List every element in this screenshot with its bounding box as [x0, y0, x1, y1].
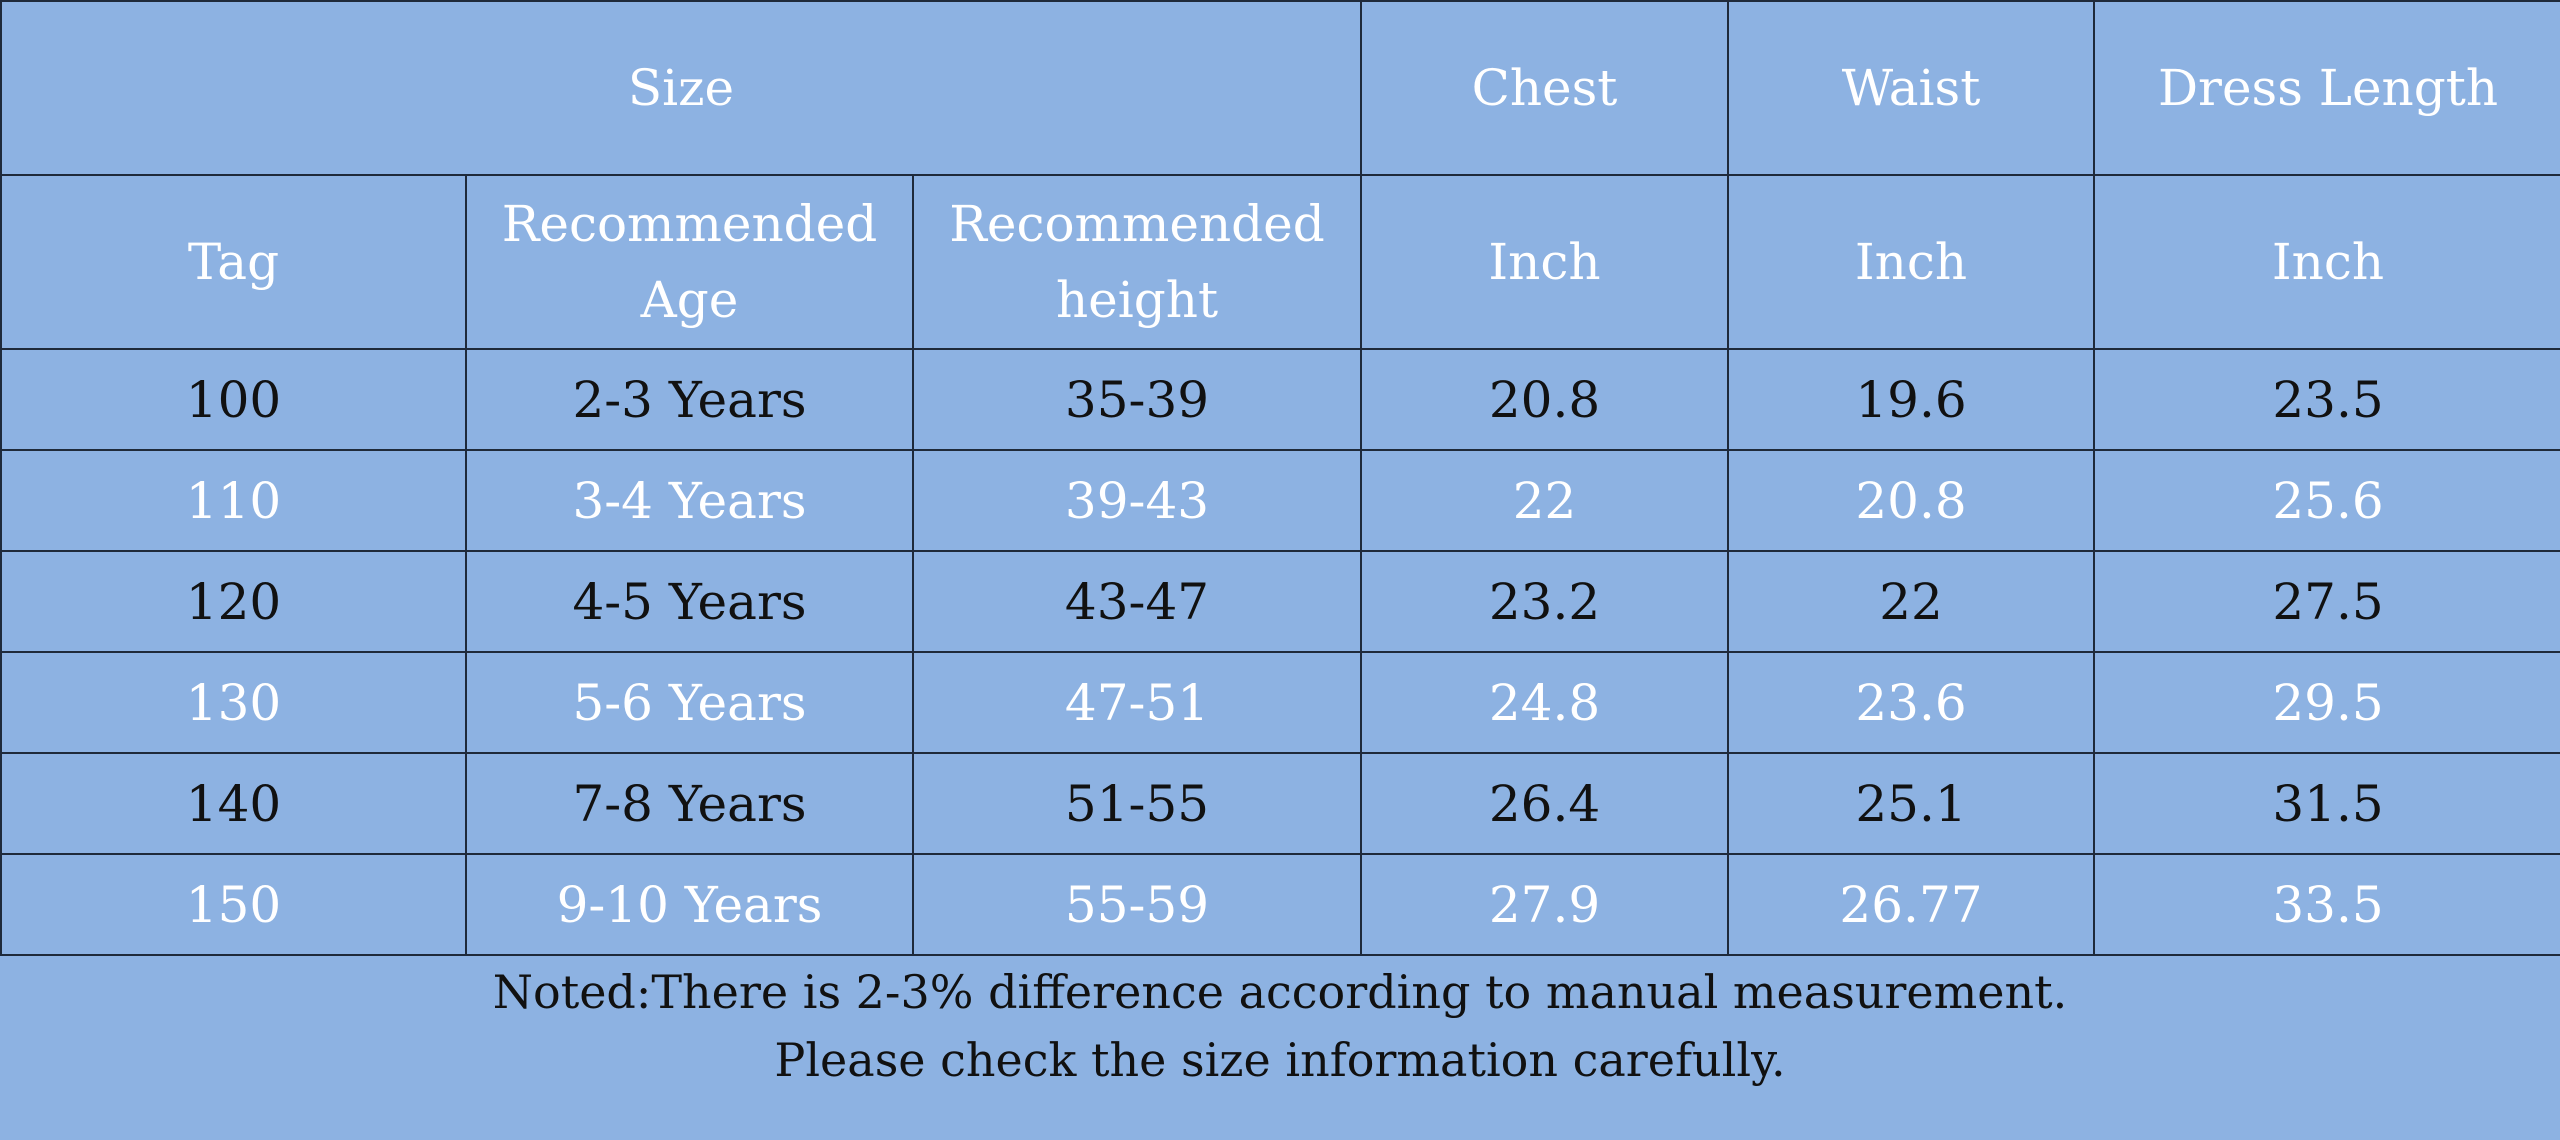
cell-waist: 19.6	[1727, 348, 2095, 451]
header-tag: Tag	[0, 174, 467, 350]
note-line-2: Please check the size information carefu…	[774, 1033, 1786, 1087]
table-row: 130 5-6 Years 47-51 24.8 23.6 29.5	[0, 651, 2560, 754]
cell-height: 39-43	[912, 449, 1362, 552]
header-chest: Chest	[1360, 0, 1729, 176]
cell-tag: 150	[0, 853, 467, 956]
cell-chest: 24.8	[1360, 651, 1729, 754]
header-recommended-height: Recommended height	[912, 174, 1362, 350]
cell-chest: 23.2	[1360, 550, 1729, 653]
cell-age: 4-5 Years	[465, 550, 914, 653]
cell-waist: 23.6	[1727, 651, 2095, 754]
cell-height: 51-55	[912, 752, 1362, 855]
measurement-note: Noted:There is 2-3% difference according…	[0, 958, 2560, 1094]
cell-dress-length: 29.5	[2093, 651, 2560, 754]
cell-age: 5-6 Years	[465, 651, 914, 754]
header-unit-waist: Inch	[1727, 174, 2095, 350]
cell-tag: 100	[0, 348, 467, 451]
header-recommended-age: Recommended Age	[465, 174, 914, 350]
header-row-sub: Tag Recommended Age Recommended height I…	[0, 174, 2560, 350]
size-table: Size Chest Waist Dress Length Tag Recomm…	[0, 0, 2560, 956]
cell-chest: 26.4	[1360, 752, 1729, 855]
cell-dress-length: 25.6	[2093, 449, 2560, 552]
table-row: 100 2-3 Years 35-39 20.8 19.6 23.5	[0, 348, 2560, 451]
header-row-main: Size Chest Waist Dress Length	[0, 0, 2560, 176]
cell-chest: 27.9	[1360, 853, 1729, 956]
cell-height: 55-59	[912, 853, 1362, 956]
header-waist: Waist	[1727, 0, 2095, 176]
header-dress-length: Dress Length	[2093, 0, 2560, 176]
cell-chest: 20.8	[1360, 348, 1729, 451]
cell-age: 7-8 Years	[465, 752, 914, 855]
cell-dress-length: 23.5	[2093, 348, 2560, 451]
cell-dress-length: 31.5	[2093, 752, 2560, 855]
cell-age: 3-4 Years	[465, 449, 914, 552]
cell-waist: 22	[1727, 550, 2095, 653]
table-row: 110 3-4 Years 39-43 22 20.8 25.6	[0, 449, 2560, 552]
size-table-body: Size Chest Waist Dress Length Tag Recomm…	[0, 0, 2560, 956]
header-unit-chest: Inch	[1360, 174, 1729, 350]
cell-dress-length: 27.5	[2093, 550, 2560, 653]
table-row: 140 7-8 Years 51-55 26.4 25.1 31.5	[0, 752, 2560, 855]
note-line-1: Noted:There is 2-3% difference according…	[492, 965, 2068, 1019]
cell-tag: 130	[0, 651, 467, 754]
table-row: 120 4-5 Years 43-47 23.2 22 27.5	[0, 550, 2560, 653]
cell-dress-length: 33.5	[2093, 853, 2560, 956]
cell-tag: 110	[0, 449, 467, 552]
header-size: Size	[0, 0, 1362, 176]
cell-age: 9-10 Years	[465, 853, 914, 956]
cell-waist: 20.8	[1727, 449, 2095, 552]
cell-waist: 26.77	[1727, 853, 2095, 956]
cell-tag: 140	[0, 752, 467, 855]
header-unit-dress-length: Inch	[2093, 174, 2560, 350]
cell-height: 43-47	[912, 550, 1362, 653]
cell-waist: 25.1	[1727, 752, 2095, 855]
cell-chest: 22	[1360, 449, 1729, 552]
table-row: 150 9-10 Years 55-59 27.9 26.77 33.5	[0, 853, 2560, 956]
cell-age: 2-3 Years	[465, 348, 914, 451]
cell-tag: 120	[0, 550, 467, 653]
cell-height: 35-39	[912, 348, 1362, 451]
cell-height: 47-51	[912, 651, 1362, 754]
